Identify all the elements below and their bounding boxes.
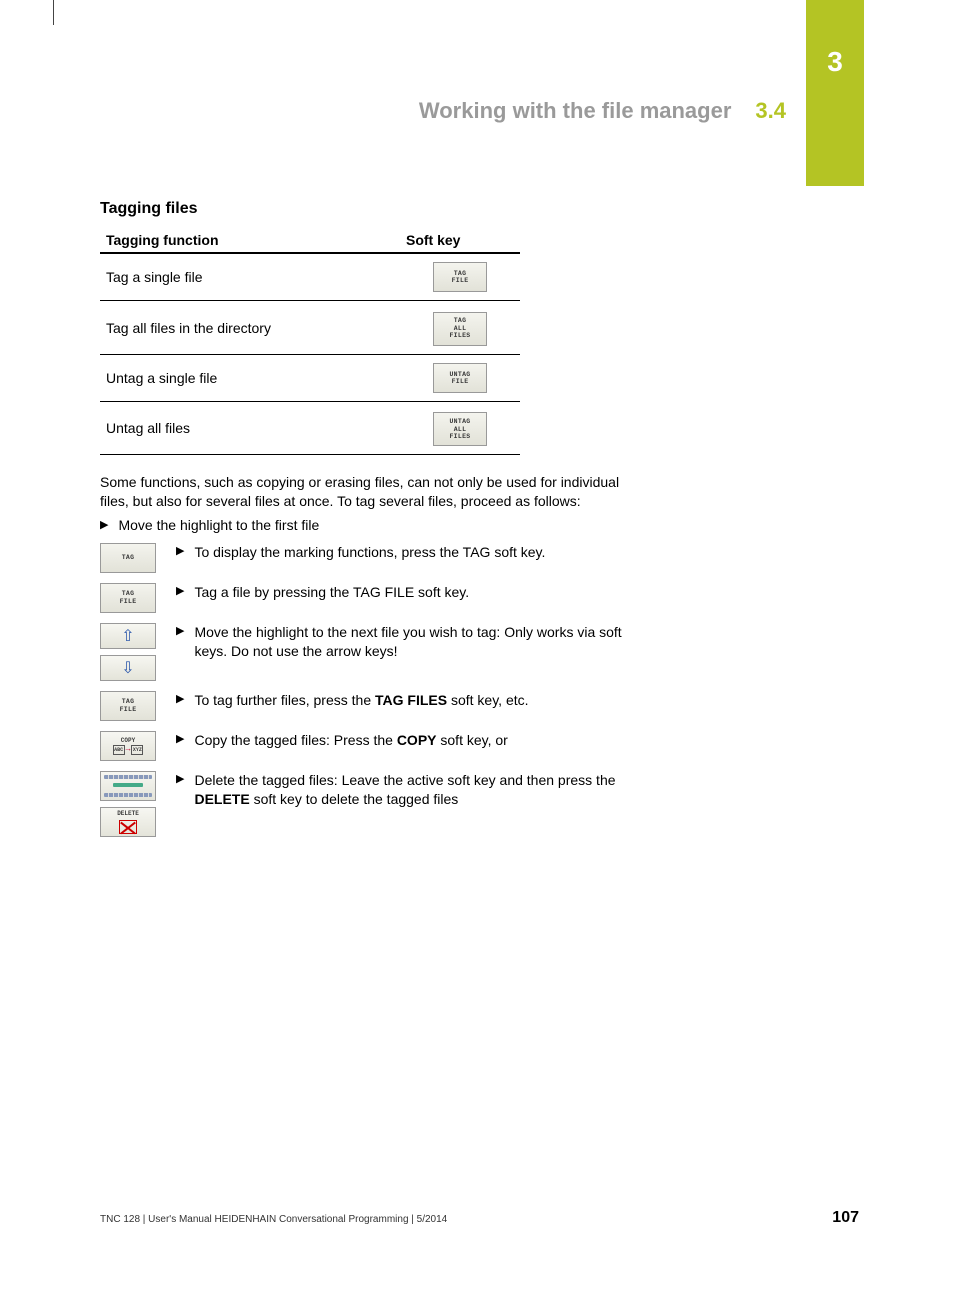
step-key: TAG FILE	[100, 691, 160, 721]
header-section-number: 3.4	[755, 98, 786, 124]
step-text: ▶ Copy the tagged files: Press the COPY …	[176, 731, 640, 750]
triangle-bullet-icon: ▶	[176, 771, 184, 789]
step-row: DELETE ▶ Delete the tagged files: Leave …	[100, 771, 640, 837]
softkey-line: FILES	[449, 433, 470, 440]
softkey-tag-file-icon: TAG FILE	[433, 262, 487, 292]
softkey-line: FILES	[449, 332, 470, 339]
softkey-untag-all-files-icon: UNTAG ALL FILES	[433, 412, 487, 446]
step-text: ▶ Tag a file by pressing the TAG FILE so…	[176, 583, 640, 602]
step-key: TAG FILE	[100, 583, 160, 613]
table-cell-softkey: UNTAG ALL FILES	[400, 402, 520, 455]
softkey-line: TAG	[454, 317, 467, 324]
intro-paragraph: Some functions, such as copying or erasi…	[100, 473, 640, 511]
table-cell-function: Tag a single file	[100, 253, 400, 301]
softkey-tag-file-icon: TAG FILE	[100, 691, 156, 721]
softkey-line: FILE	[120, 598, 137, 605]
table-cell-function: Tag all files in the directory	[100, 301, 400, 354]
step-body: Move the highlight to the next file you …	[194, 623, 640, 661]
table-row: Tag all files in the directory TAG ALL F…	[100, 301, 520, 354]
softkey-arrow-up-icon: ⇧	[100, 623, 156, 649]
content-area: Tagging files Tagging function Soft key …	[100, 200, 640, 847]
bullet-text: Move the highlight to the first file	[118, 517, 319, 533]
table-cell-softkey: UNTAG FILE	[400, 354, 520, 401]
softkey-line: UNTAG	[449, 418, 470, 425]
softkey-line: TAG	[122, 698, 135, 705]
step-key: ⇧ ⇩	[100, 623, 160, 681]
softkey-tag-file-icon: TAG FILE	[100, 583, 156, 613]
triangle-bullet-icon: ▶	[176, 731, 184, 749]
softkey-line: ALL	[454, 325, 467, 332]
softkey-line: FILE	[120, 706, 137, 713]
softkey-arrow-down-icon: ⇩	[100, 655, 156, 681]
section-title: Tagging files	[100, 200, 640, 218]
triangle-bullet-icon: ▶	[100, 517, 108, 535]
page-number: 107	[832, 1209, 859, 1227]
step-text: ▶ To tag further files, press the TAG FI…	[176, 691, 640, 710]
triangle-bullet-icon: ▶	[176, 583, 184, 601]
step-text: ▶ To display the marking functions, pres…	[176, 543, 640, 562]
table-row: Tag a single file TAG FILE	[100, 253, 520, 301]
softkey-tag-all-files-icon: TAG ALL FILES	[433, 312, 487, 346]
footer-text: TNC 128 | User's Manual HEIDENHAIN Conve…	[100, 1214, 447, 1225]
softkey-untag-file-icon: UNTAG FILE	[433, 363, 487, 393]
step-row: TAG ▶ To display the marking functions, …	[100, 543, 640, 573]
step-list: TAG ▶ To display the marking functions, …	[100, 543, 640, 837]
table-row: Untag a single file UNTAG FILE	[100, 354, 520, 401]
softkey-line: ALL	[454, 426, 467, 433]
step-body: To tag further files, press the TAG FILE…	[194, 691, 528, 710]
softkey-line: UNTAG	[449, 371, 470, 378]
table-cell-softkey: TAG ALL FILES	[400, 301, 520, 354]
step-key: DELETE	[100, 771, 160, 837]
triangle-bullet-icon: ▶	[176, 623, 184, 641]
page: 3 Working with the file manager 3.4 Tagg…	[0, 0, 954, 1315]
softkey-delete-icon: DELETE	[100, 807, 156, 837]
tagging-table: Tagging function Soft key Tag a single f…	[100, 228, 520, 455]
step-text: ▶ Move the highlight to the next file yo…	[176, 623, 640, 661]
step-text: ▶ Delete the tagged files: Leave the act…	[176, 771, 640, 809]
step-body: Copy the tagged files: Press the COPY so…	[194, 731, 507, 750]
softkey-tag-icon: TAG	[100, 543, 156, 573]
softkey-line: TAG	[122, 590, 135, 597]
step-body: Delete the tagged files: Leave the activ…	[194, 771, 640, 809]
step-row: COPY ABC→XYZ ▶ Copy the tagged files: Pr…	[100, 731, 640, 761]
step-key: COPY ABC→XYZ	[100, 731, 160, 761]
softkey-line: FILE	[452, 277, 469, 284]
softkey-line: TAG	[454, 270, 467, 277]
softkey-line: TAG	[122, 554, 135, 561]
step-body: To display the marking functions, press …	[194, 543, 545, 562]
step-key: TAG	[100, 543, 160, 573]
table-row: Untag all files UNTAG ALL FILES	[100, 402, 520, 455]
chapter-tab: 3	[806, 0, 864, 186]
edge-mark	[53, 0, 54, 25]
table-cell-function: Untag all files	[100, 402, 400, 455]
first-bullet: ▶ Move the highlight to the first file	[100, 517, 640, 535]
softkey-softkey-row-icon	[100, 771, 156, 801]
step-body: Tag a file by pressing the TAG FILE soft…	[194, 583, 469, 602]
triangle-bullet-icon: ▶	[176, 691, 184, 709]
softkey-copy-icon: COPY ABC→XYZ	[100, 731, 156, 761]
table-cell-function: Untag a single file	[100, 354, 400, 401]
step-row: ⇧ ⇩ ▶ Move the highlight to the next fil…	[100, 623, 640, 681]
header-title: Working with the file manager	[419, 98, 732, 124]
table-header-function: Tagging function	[100, 228, 400, 253]
page-header: Working with the file manager 3.4	[419, 98, 786, 124]
triangle-bullet-icon: ▶	[176, 543, 184, 561]
softkey-line: FILE	[452, 378, 469, 385]
table-cell-softkey: TAG FILE	[400, 253, 520, 301]
step-row: TAG FILE ▶ To tag further files, press t…	[100, 691, 640, 721]
table-header-softkey: Soft key	[400, 228, 520, 253]
step-row: TAG FILE ▶ Tag a file by pressing the TA…	[100, 583, 640, 613]
